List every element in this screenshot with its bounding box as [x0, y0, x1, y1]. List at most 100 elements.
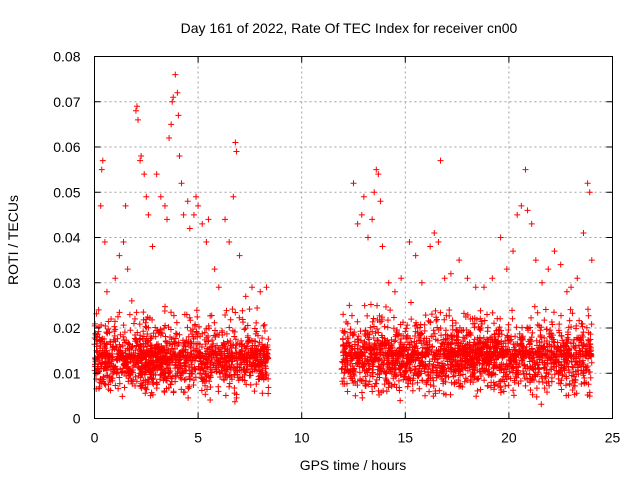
data-point — [412, 328, 419, 335]
data-point — [244, 322, 251, 329]
data-point — [235, 377, 242, 384]
data-point — [193, 193, 200, 200]
data-point — [376, 312, 383, 319]
data-point — [495, 330, 502, 337]
data-point — [367, 324, 374, 331]
data-point — [179, 348, 186, 355]
data-point — [227, 342, 234, 349]
data-point — [588, 257, 595, 264]
data-point — [473, 316, 480, 323]
data-point — [433, 372, 440, 379]
data-point — [153, 379, 160, 386]
data-point — [573, 336, 580, 343]
data-point — [365, 334, 372, 341]
y-tick-label: 0.06 — [53, 139, 80, 155]
data-point — [261, 321, 268, 328]
data-point — [422, 312, 429, 319]
data-point — [250, 360, 257, 367]
data-point — [184, 352, 191, 359]
data-point — [219, 370, 226, 377]
data-point — [563, 288, 570, 295]
data-point — [170, 94, 177, 101]
data-point — [346, 302, 353, 309]
data-point — [233, 394, 240, 401]
data-point — [242, 293, 249, 300]
data-point — [140, 309, 147, 316]
data-point — [478, 345, 485, 352]
data-point — [341, 328, 348, 335]
data-point — [409, 381, 416, 388]
data-point — [249, 368, 256, 375]
data-point — [506, 368, 513, 375]
data-point — [527, 387, 534, 394]
data-point — [265, 390, 272, 397]
data-point — [558, 377, 565, 384]
data-point — [183, 367, 190, 374]
data-point — [448, 331, 455, 338]
data-point — [360, 193, 367, 200]
data-point — [416, 385, 423, 392]
data-point — [174, 370, 181, 377]
data-point — [341, 380, 348, 387]
data-point — [508, 365, 515, 372]
data-point — [210, 348, 217, 355]
data-point — [569, 386, 576, 393]
data-point — [558, 332, 565, 339]
data-point — [538, 352, 545, 359]
data-point — [404, 383, 411, 390]
data-point — [532, 373, 539, 380]
data-point — [466, 331, 473, 338]
data-point — [480, 334, 487, 341]
data-point — [547, 366, 554, 373]
data-point — [365, 360, 372, 367]
data-point — [577, 337, 584, 344]
data-point — [150, 372, 157, 379]
data-point — [103, 364, 110, 371]
data-point — [515, 380, 522, 387]
data-point — [391, 288, 398, 295]
data-point — [213, 352, 220, 359]
data-point — [474, 367, 481, 374]
data-point — [104, 350, 111, 357]
data-point — [392, 359, 399, 366]
data-point — [95, 328, 102, 335]
data-point — [247, 369, 254, 376]
x-tick-label: 25 — [605, 430, 621, 446]
data-point — [580, 350, 587, 357]
data-point — [443, 373, 450, 380]
data-point — [451, 381, 458, 388]
data-point — [495, 337, 502, 344]
data-point — [385, 379, 392, 386]
data-point — [228, 376, 235, 383]
data-point — [211, 266, 218, 273]
data-point — [473, 393, 480, 400]
data-point — [400, 319, 407, 326]
data-point — [344, 334, 351, 341]
data-point — [534, 309, 541, 316]
data-point — [563, 373, 570, 380]
data-point — [399, 343, 406, 350]
data-point — [507, 375, 514, 382]
data-point — [347, 360, 354, 367]
y-tick-label: 0 — [73, 411, 81, 427]
data-point — [105, 363, 112, 370]
data-point — [543, 337, 550, 344]
data-point — [96, 384, 103, 391]
data-point — [446, 306, 453, 313]
data-point — [344, 388, 351, 395]
data-point — [238, 337, 245, 344]
data-point — [114, 313, 121, 320]
data-point — [140, 328, 147, 335]
data-point — [581, 380, 588, 387]
data-point — [178, 368, 185, 375]
data-point — [251, 325, 258, 332]
data-point — [186, 373, 193, 380]
data-point — [511, 344, 518, 351]
data-point — [484, 324, 491, 331]
data-point — [340, 349, 347, 356]
data-point — [548, 348, 555, 355]
data-point — [409, 350, 416, 357]
data-point — [545, 266, 552, 273]
data-point — [381, 381, 388, 388]
data-point — [262, 353, 269, 360]
